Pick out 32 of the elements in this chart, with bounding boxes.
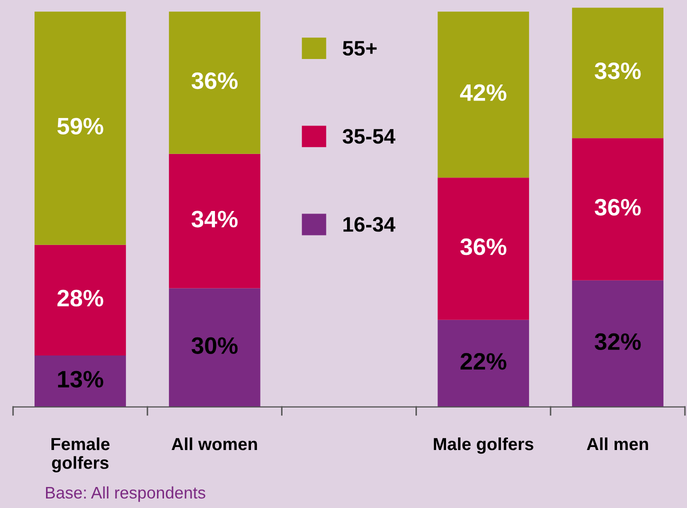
data-label: 30% — [192, 337, 238, 354]
legend-label: 35-54 — [342, 128, 396, 144]
data-label: 32% — [594, 333, 641, 350]
x-tick-label: Female golfers — [51, 437, 110, 472]
bar — [438, 178, 530, 320]
bar — [438, 12, 530, 178]
legend-label: 55+ — [342, 41, 377, 56]
bar — [34, 244, 126, 356]
data-label: 42% — [460, 84, 506, 101]
text: Base: All respondents — [46, 486, 206, 502]
legend-label: 16-34 — [343, 217, 396, 232]
data-label: 36% — [192, 72, 238, 90]
data-label: 22% — [460, 353, 506, 370]
data-label: 59% — [57, 118, 104, 135]
bar — [34, 356, 126, 407]
bar — [572, 8, 664, 138]
data-label: 36% — [460, 238, 506, 256]
data-label: 13% — [58, 370, 104, 388]
bar — [572, 138, 664, 280]
x-tick-label: All men — [586, 437, 648, 450]
x-tick-label: Male golfers — [434, 437, 534, 454]
x-tick-label: All women — [172, 437, 257, 450]
bar — [438, 320, 530, 407]
data-label: 28% — [57, 290, 104, 307]
bar — [572, 280, 664, 407]
bar — [34, 12, 126, 245]
data-label: 34% — [192, 210, 238, 228]
data-label: 33% — [594, 62, 641, 80]
bar — [168, 154, 260, 288]
data-label: 36% — [594, 198, 641, 216]
bar — [168, 288, 260, 407]
bar — [168, 12, 260, 154]
